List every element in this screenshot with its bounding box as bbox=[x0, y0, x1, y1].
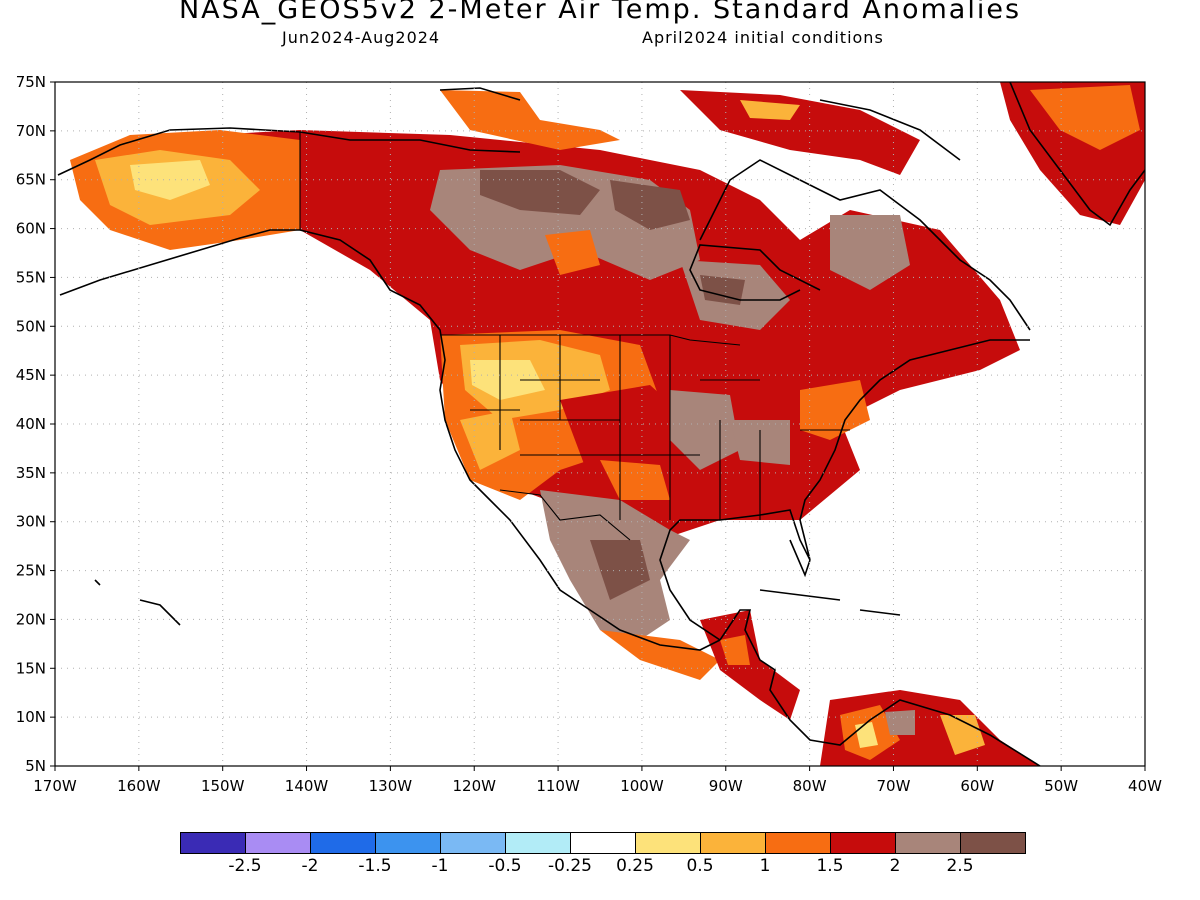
colorbar-label: -2 bbox=[301, 856, 319, 876]
lat-tick-label: 5N bbox=[25, 757, 46, 775]
colorbar-swatch bbox=[180, 832, 246, 854]
colorbar-label: -1 bbox=[431, 856, 449, 876]
colorbar-swatch bbox=[960, 832, 1026, 854]
colorbar-label: 1 bbox=[759, 856, 771, 876]
colorbar-swatch bbox=[440, 832, 506, 854]
colorbar-swatch bbox=[700, 832, 766, 854]
lon-tick-label: 70W bbox=[877, 777, 911, 795]
lat-tick-label: 15N bbox=[16, 659, 46, 677]
colorbar-label: -1.5 bbox=[358, 856, 392, 876]
lat-tick-label: 25N bbox=[16, 562, 46, 580]
axis-ticks bbox=[50, 81, 1146, 771]
colorbar-label: -0.25 bbox=[548, 856, 592, 876]
colorbar-swatch bbox=[245, 832, 311, 854]
graticule bbox=[55, 82, 1145, 766]
lat-tick-label: 40N bbox=[16, 415, 46, 433]
initial-conditions: April2024 initial conditions bbox=[642, 28, 884, 47]
lon-tick-label: 90W bbox=[709, 777, 743, 795]
colorbar-swatch bbox=[635, 832, 701, 854]
lat-tick-label: 70N bbox=[16, 122, 46, 140]
map-title: NASA_GEOS5v2 2-Meter Air Temp. Standard … bbox=[178, 0, 1022, 25]
lon-tick-label: 140W bbox=[285, 777, 329, 795]
lon-tick-label: 150W bbox=[201, 777, 245, 795]
latitude-labels: 75N 70N 65N 60N 55N 50N 45N 40N 35N 30N 25N 20N 15N 1… bbox=[16, 73, 46, 775]
lat-tick-label: 75N bbox=[16, 73, 46, 91]
lon-tick-label: 40W bbox=[1128, 777, 1162, 795]
lat-tick-label: 55N bbox=[16, 268, 46, 286]
lat-tick-label: 30N bbox=[16, 513, 46, 531]
colorbar-label: 0.5 bbox=[686, 856, 714, 876]
colorbar-swatch bbox=[375, 832, 441, 854]
lat-tick-label: 60N bbox=[16, 220, 46, 238]
lat-tick-label: 35N bbox=[16, 464, 46, 482]
colorbar-label: 0.25 bbox=[616, 856, 654, 876]
lat-tick-label: 45N bbox=[16, 366, 46, 384]
lon-tick-label: 170W bbox=[33, 777, 77, 795]
colorbar-label: -2.5 bbox=[228, 856, 262, 876]
colorbar-swatch bbox=[570, 832, 636, 854]
lon-tick-label: 110W bbox=[536, 777, 580, 795]
colorbar-swatch bbox=[830, 832, 896, 854]
colorbar-label: -0.5 bbox=[488, 856, 522, 876]
lon-tick-label: 50W bbox=[1044, 777, 1078, 795]
lon-tick-label: 120W bbox=[452, 777, 496, 795]
lon-tick-label: 80W bbox=[793, 777, 827, 795]
lat-tick-label: 65N bbox=[16, 171, 46, 189]
longitude-labels: 170W 160W 150W 140W 130W 120W 110W 100W 90W 80W 70… bbox=[33, 777, 1162, 795]
coastlines bbox=[57, 82, 1145, 766]
lat-tick-label: 20N bbox=[16, 610, 46, 628]
colorbar-label: 2.5 bbox=[946, 856, 974, 876]
colorbar-swatch bbox=[765, 832, 831, 854]
colorbar-swatch bbox=[310, 832, 376, 854]
colorbar-label: 1.5 bbox=[816, 856, 844, 876]
lon-tick-label: 100W bbox=[620, 777, 664, 795]
forecast-period: Jun2024-Aug2024 bbox=[282, 28, 441, 47]
colorbar-swatch bbox=[895, 832, 961, 854]
colorbar-label: 2 bbox=[889, 856, 901, 876]
lat-tick-label: 10N bbox=[16, 708, 46, 726]
lon-tick-label: 60W bbox=[960, 777, 994, 795]
political-boundaries bbox=[299, 132, 850, 541]
lat-tick-label: 50N bbox=[16, 317, 46, 335]
colorbar-swatch bbox=[505, 832, 571, 854]
lon-tick-label: 160W bbox=[117, 777, 161, 795]
lon-tick-label: 130W bbox=[369, 777, 413, 795]
